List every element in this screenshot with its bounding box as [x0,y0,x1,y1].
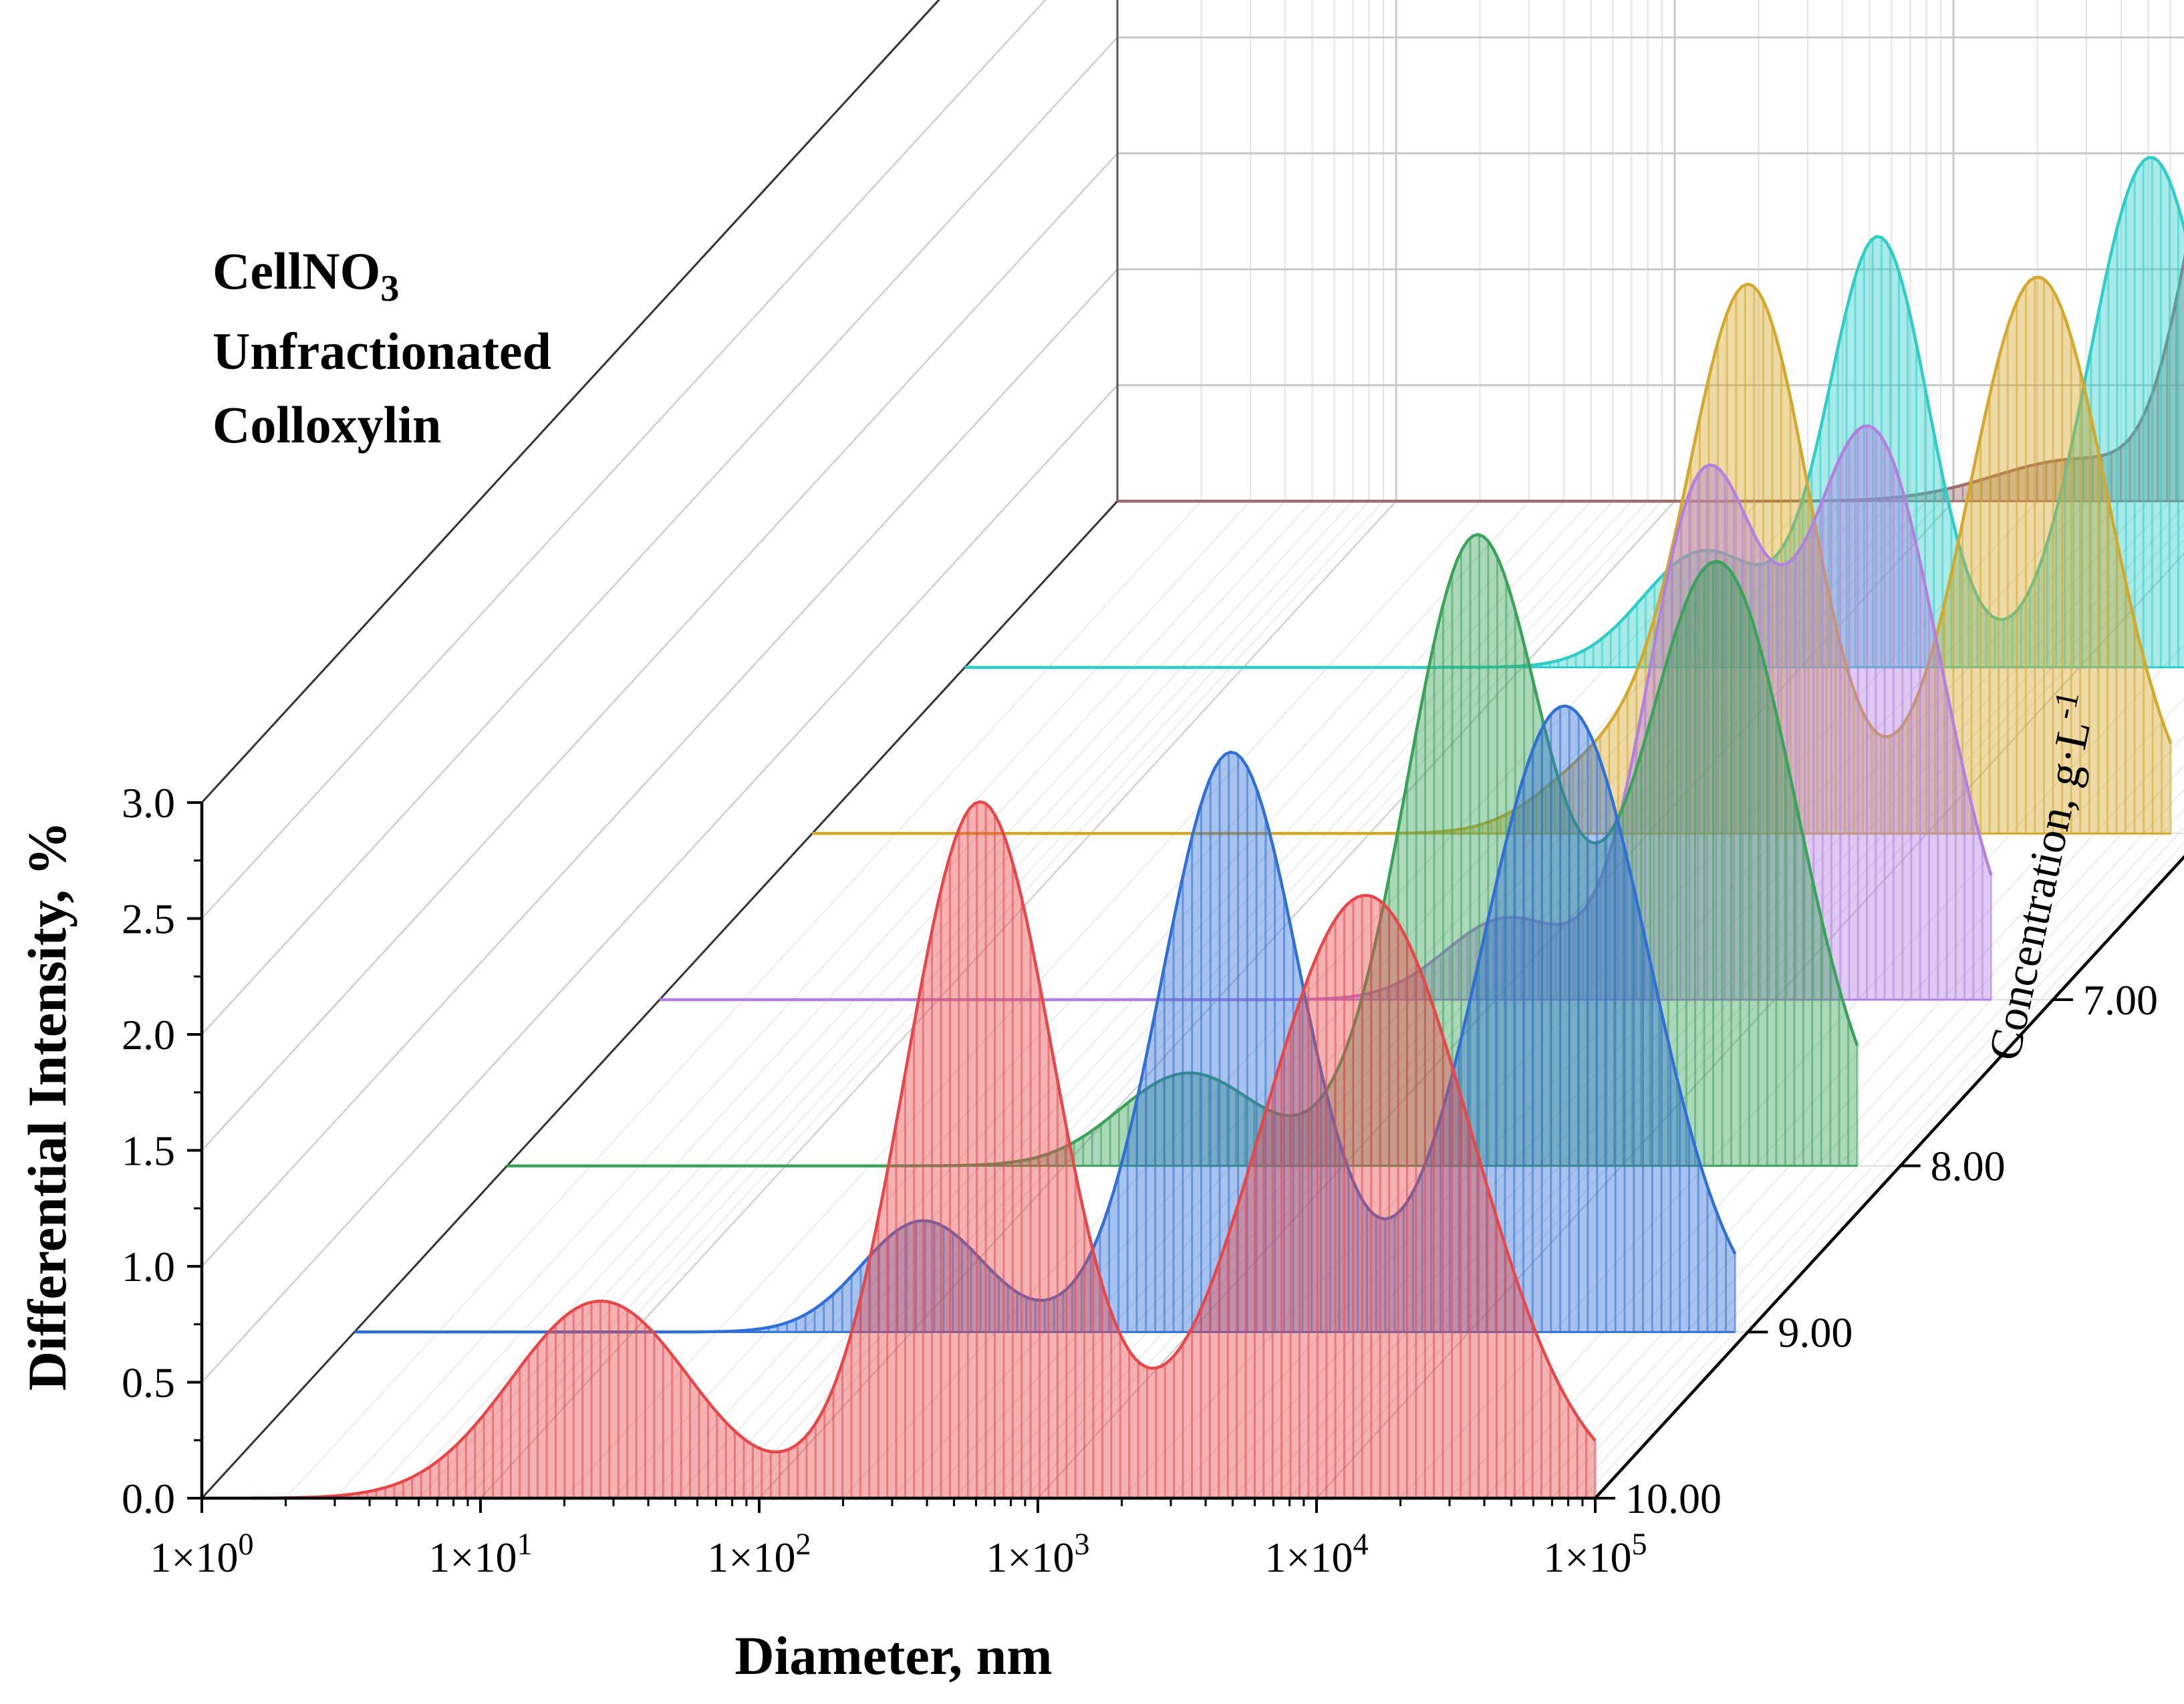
y-tick-label: 0.0 [122,1475,175,1522]
y-tick-label: 3.0 [122,779,175,827]
y-tick-label: 1.5 [122,1127,175,1175]
x-tick-mantissa: 1×10 [1543,1534,1631,1581]
x-tick-exponent: 1 [517,1527,533,1561]
x-tick-mantissa: 1×10 [150,1534,238,1581]
x-tick-exponent: 0 [239,1527,254,1561]
z-tick-label: 9.00 [1778,1308,1853,1356]
x-axis-title: Diameter, nm [734,1625,1052,1686]
y-tick-label: 2.5 [122,895,175,943]
series-line [251,800,1597,1500]
y-axis-title: Differential Intensity, % [17,821,78,1391]
left-wall-y-gridline [201,152,1118,1151]
x-tick-exponent: 5 [1632,1527,1647,1561]
series-4-00 [1117,253,2184,503]
z-tick-label: 7.00 [2083,976,2158,1024]
chart-title-line-1: CellNO3 [213,242,399,309]
x-tick-exponent: 4 [1353,1527,1369,1561]
left-wall-y-gridline [201,384,1118,1383]
y-tick-label: 0.5 [122,1359,175,1407]
x-tick-mantissa: 1×10 [986,1534,1074,1581]
chart-title-line-3: Colloxylin [213,396,441,454]
axes-layer [187,801,2184,1513]
y-tick-label: 1.0 [122,1243,175,1290]
series-layer [251,156,2184,1500]
series-area [507,534,1858,1166]
labels-layer: 1×100 1×101 1×102 1×103 1×104 1×1050.00.51.01… [122,779,2158,1581]
x-tick-label: 1×100 [150,1527,253,1581]
x-tick-exponent: 2 [796,1527,811,1561]
left-wall-y-gridline [201,0,1047,919]
x-tick-exponent: 3 [1075,1527,1090,1561]
left-wall-y-gridline [201,37,1118,1035]
series-area [1117,261,2184,501]
x-tick-mantissa: 1×10 [707,1534,795,1581]
left-wall-y-gridline [201,269,1118,1267]
z-tick-label: 8.00 [1931,1143,2006,1190]
x-tick-mantissa: 1×10 [428,1534,517,1581]
x-tick-label: 1×101 [428,1527,532,1581]
z-tick-label: 10.00 [1625,1475,1722,1522]
back-wall-frame [1116,0,1119,501]
series-10-00 [251,800,1597,1500]
x-tick-label: 1×102 [707,1527,811,1581]
chart-title-line-2: Unfractionated [213,322,551,380]
series-area [964,157,2184,668]
x-tick-label: 1×105 [1543,1527,1647,1581]
top-left-depth-edge [200,0,940,804]
x-tick-mantissa: 1×10 [1264,1534,1353,1581]
y-tick-label: 2.0 [122,1011,175,1058]
x-tick-label: 1×103 [986,1527,1089,1581]
x-tick-label: 1×104 [1264,1527,1368,1581]
